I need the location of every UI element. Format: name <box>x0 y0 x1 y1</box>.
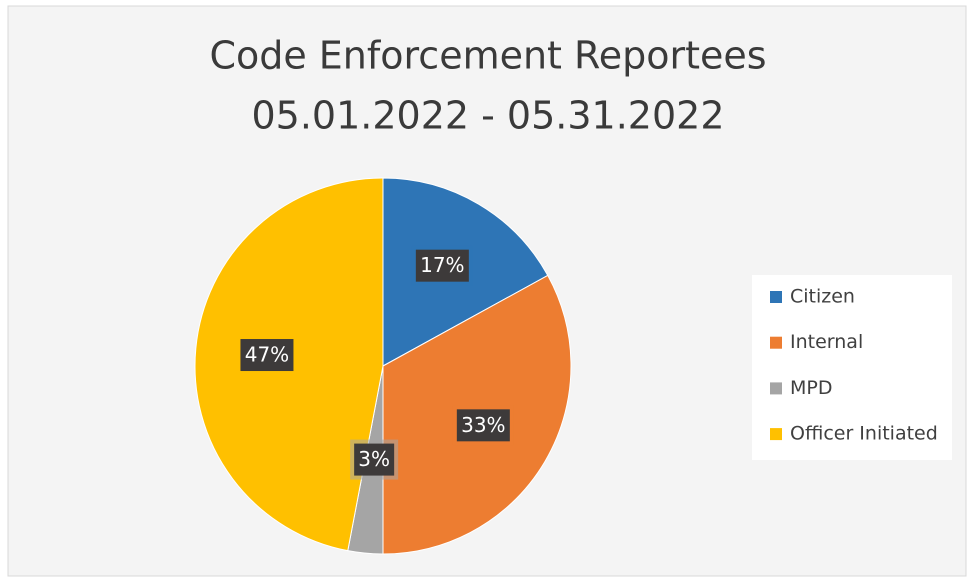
data-label-bg <box>354 443 395 476</box>
legend-box <box>752 275 952 460</box>
legend-label: Citizen <box>790 286 855 308</box>
legend-swatch <box>770 291 782 303</box>
data-label: 17% <box>420 253 464 277</box>
data-label: 3% <box>358 447 390 471</box>
data-label: 47% <box>245 343 289 367</box>
chart-title: Code Enforcement Reportees <box>209 34 766 78</box>
data-label-bg <box>456 409 510 442</box>
legend-label: MPD <box>790 377 832 399</box>
data-label: 33% <box>461 413 505 437</box>
data-label-bg <box>415 249 469 282</box>
legend-label: Internal <box>790 331 863 353</box>
legend-swatch <box>770 382 782 395</box>
legend-swatch <box>770 336 782 349</box>
chart-subtitle: 05.01.2022 - 05.31.2022 <box>251 94 724 138</box>
legend-swatch <box>770 428 782 441</box>
legend-label: Officer Initiated <box>790 423 938 445</box>
data-label-bg <box>240 339 294 372</box>
